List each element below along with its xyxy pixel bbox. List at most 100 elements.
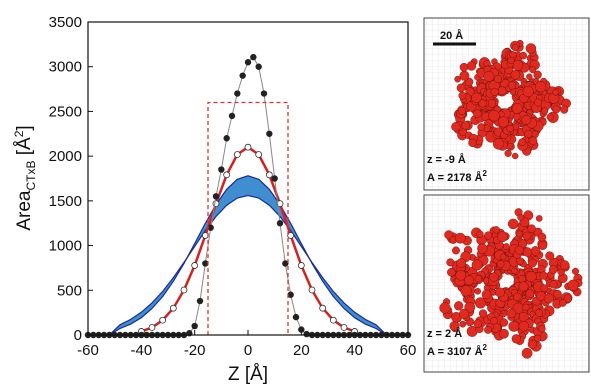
- marker: [293, 314, 299, 320]
- atom: [497, 260, 504, 267]
- atom: [528, 340, 537, 349]
- x-tick-label: 60: [400, 342, 417, 359]
- atom: [512, 153, 518, 159]
- atom: [515, 246, 523, 254]
- scale-bar-label: 20 Å: [440, 29, 463, 42]
- atom: [522, 304, 529, 311]
- marker: [298, 326, 304, 332]
- atom: [549, 280, 557, 288]
- atom: [523, 86, 534, 97]
- marker: [250, 54, 256, 60]
- open-marker: [256, 152, 262, 158]
- atom: [469, 139, 477, 147]
- atom: [491, 88, 499, 96]
- atom: [440, 303, 451, 314]
- x-tick-label: 0: [244, 342, 252, 359]
- marker: [239, 72, 245, 78]
- atom: [568, 280, 579, 291]
- y-label-main: Area: [14, 190, 35, 231]
- atom: [544, 294, 554, 304]
- open-marker: [266, 172, 272, 178]
- atom: [475, 275, 482, 282]
- atom: [513, 113, 520, 120]
- atom: [529, 137, 537, 145]
- y-tick-label: 2500: [49, 103, 82, 120]
- atom: [529, 67, 535, 73]
- marker: [191, 323, 197, 329]
- open-marker: [181, 287, 187, 293]
- atom: [477, 231, 484, 238]
- y-tick-label: 2000: [49, 148, 82, 165]
- atom: [472, 260, 483, 271]
- marker: [277, 220, 283, 226]
- marker: [218, 166, 224, 172]
- atom: [517, 214, 523, 220]
- atom: [484, 71, 494, 81]
- y-tick-label: 0: [74, 327, 82, 344]
- atom: [560, 260, 569, 269]
- marker: [266, 131, 272, 137]
- marker: [245, 59, 251, 65]
- open-marker: [245, 144, 251, 150]
- atom: [508, 57, 515, 64]
- atom: [541, 108, 548, 115]
- open-marker: [320, 305, 326, 311]
- y-tick-label: 500: [57, 282, 82, 299]
- atom: [474, 320, 482, 328]
- marker: [223, 135, 229, 141]
- atom: [461, 285, 472, 296]
- y-label-end: ]: [14, 125, 35, 130]
- atom: [460, 63, 468, 71]
- figure: -60-40-200204060050010001500200025003000…: [0, 0, 591, 387]
- atom: [512, 334, 521, 343]
- atom: [520, 52, 527, 59]
- atom: [460, 71, 470, 81]
- atom: [519, 321, 529, 331]
- y-label-sub: CTxB: [24, 161, 38, 191]
- atom: [499, 329, 508, 338]
- atom: [494, 75, 502, 83]
- atom: [509, 321, 519, 331]
- atom: [498, 87, 506, 95]
- atom: [477, 244, 487, 254]
- atom: [455, 233, 465, 243]
- atom: [475, 288, 481, 294]
- atom: [460, 321, 466, 327]
- marker: [303, 331, 309, 337]
- atom: [519, 282, 528, 291]
- x-tick-label: 20: [293, 342, 310, 359]
- atom: [539, 325, 546, 332]
- atom: [454, 301, 463, 310]
- area-text: A = 3107 Å: [427, 345, 483, 358]
- area-label: A = 2178 Å2: [427, 169, 488, 184]
- atom: [459, 309, 469, 319]
- atom: [534, 99, 542, 107]
- atom: [503, 243, 510, 250]
- atom: [526, 43, 536, 53]
- marker: [271, 175, 277, 181]
- z-label: z = 2 Å: [427, 327, 462, 340]
- panel: 20 Å z = -9 Å A = 2178 Å2: [424, 18, 589, 190]
- y-tick-label: 1000: [49, 238, 82, 255]
- open-marker: [224, 172, 230, 178]
- atom: [526, 74, 532, 80]
- atom: [545, 252, 554, 261]
- z-label: z = -9 Å: [427, 153, 466, 166]
- y-axis-label: AreaCTxB [Å2]: [12, 125, 38, 230]
- atom: [505, 150, 512, 157]
- atom: [500, 254, 506, 260]
- atom: [456, 270, 466, 280]
- atom: [524, 130, 532, 138]
- atom: [457, 84, 465, 92]
- atom: [471, 93, 481, 103]
- marker: [255, 64, 261, 70]
- atom: [447, 259, 455, 267]
- atom: [523, 232, 531, 240]
- y-label-unit: [Å: [14, 137, 35, 161]
- atom: [507, 125, 514, 132]
- x-tick-label: -20: [184, 342, 206, 359]
- atom: [497, 232, 507, 242]
- open-marker: [170, 305, 176, 311]
- atom: [528, 225, 536, 233]
- atom: [538, 233, 546, 241]
